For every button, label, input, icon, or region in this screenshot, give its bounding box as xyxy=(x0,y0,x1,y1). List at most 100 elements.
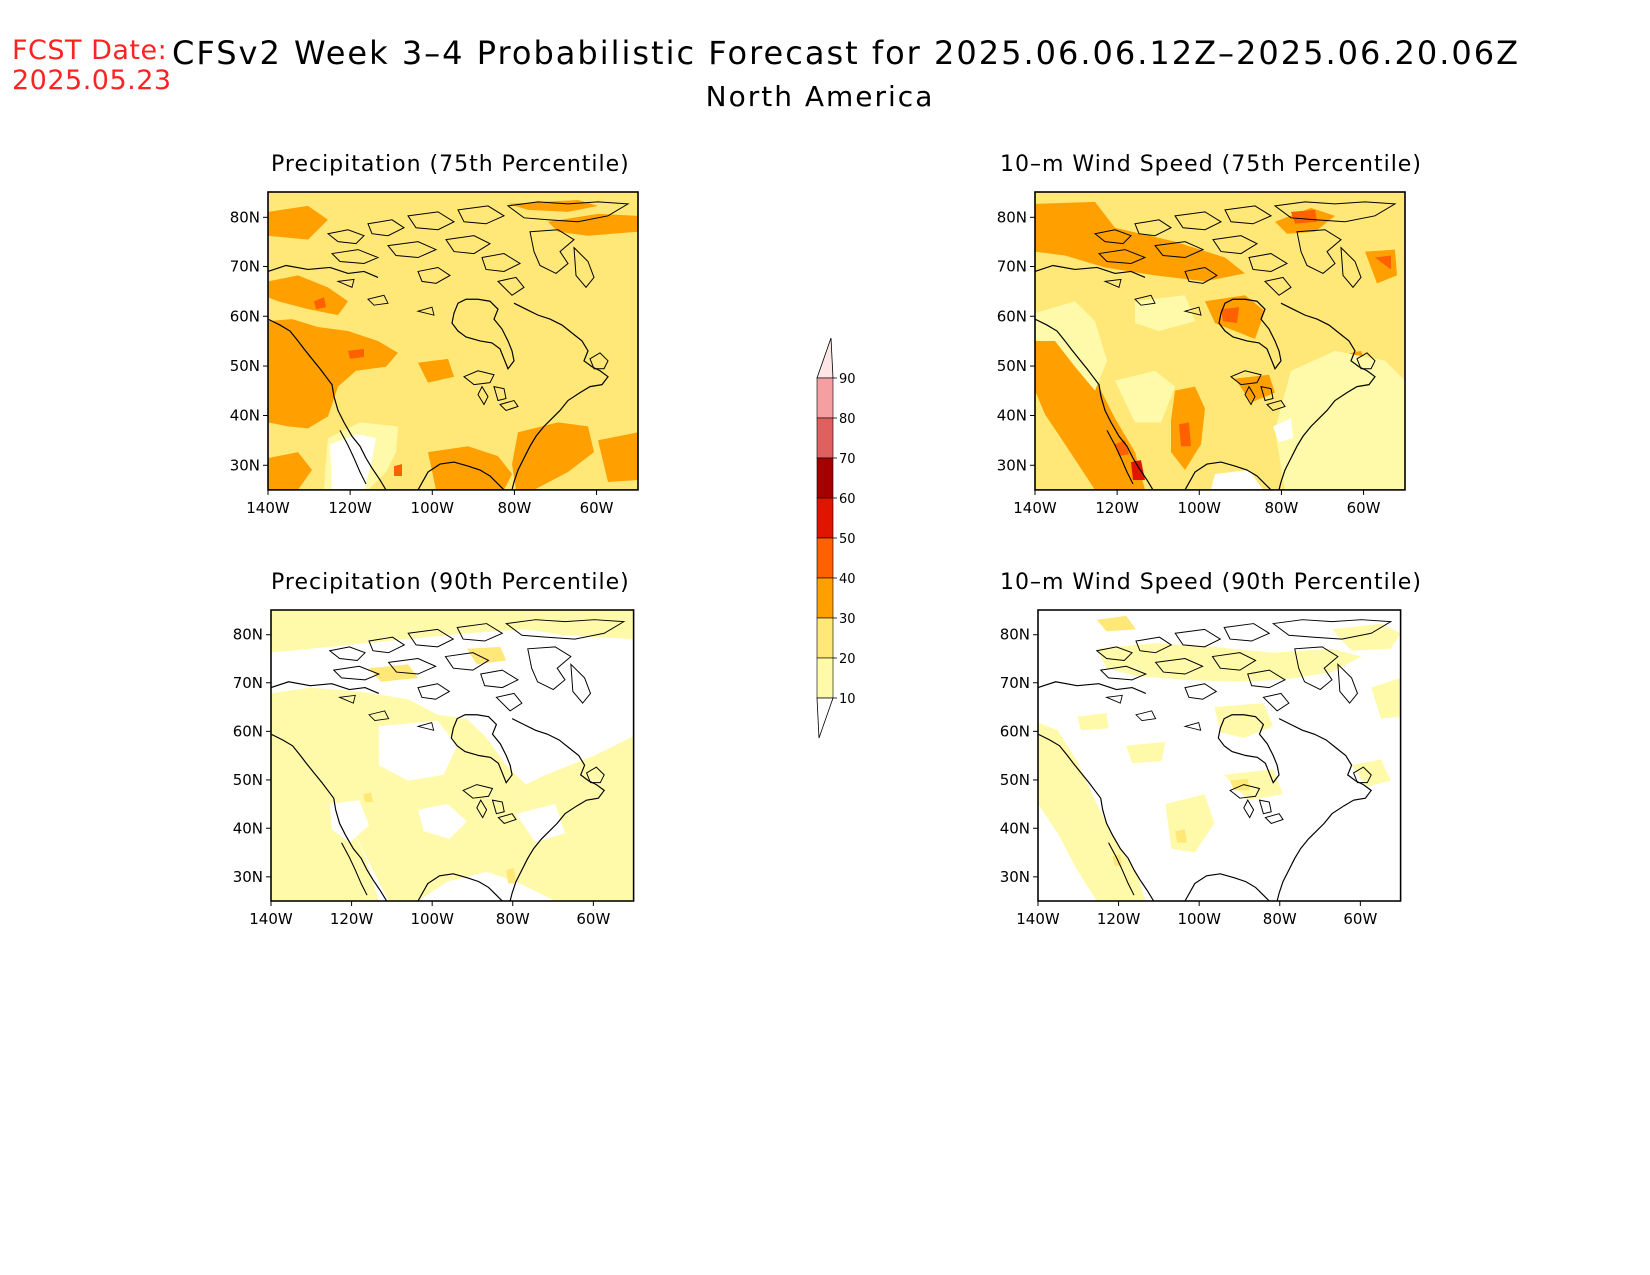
map-panel-wind75 xyxy=(1034,191,1406,491)
prob-region xyxy=(1096,615,1136,632)
lon-tick-label: 140W xyxy=(246,499,290,517)
no-prob-region xyxy=(329,800,369,843)
lon-tick-label: 100W xyxy=(1177,910,1221,928)
panel-title-precip90: Precipitation (90th Percentile) xyxy=(271,570,630,595)
prob-region xyxy=(1375,255,1391,270)
prob-region xyxy=(467,646,507,665)
prob-region xyxy=(506,868,516,884)
prob-region xyxy=(1035,201,1245,282)
prob-region xyxy=(394,464,402,476)
lat-tick-label: 40N xyxy=(233,819,263,837)
lon-tick-label: 80W xyxy=(1264,499,1298,517)
prob-region xyxy=(1351,759,1391,787)
map-panel-wind90 xyxy=(1037,609,1402,902)
colorbar-label: 60 xyxy=(839,492,856,507)
lon-tick-label: 140W xyxy=(1013,499,1057,517)
prob-region xyxy=(512,422,594,490)
map-frame xyxy=(267,191,639,491)
colorbar-label: 10 xyxy=(839,692,856,707)
prob-region xyxy=(1221,307,1239,324)
prob-region xyxy=(1115,370,1175,423)
region-name: North America xyxy=(705,80,935,113)
lon-tick-label: 100W xyxy=(1178,499,1222,517)
no-prob-region xyxy=(378,720,458,781)
prob-region xyxy=(268,452,312,490)
lon-tick-label: 60W xyxy=(576,910,610,928)
panel-title-wind90: 10–m Wind Speed (90th Percentile) xyxy=(1000,570,1422,595)
lat-tick-label: 50N xyxy=(997,357,1027,375)
colorbar-label: 30 xyxy=(839,612,856,627)
prob-region xyxy=(268,275,348,316)
lat-tick-label: 80N xyxy=(1000,626,1030,644)
map-frame xyxy=(1034,191,1406,491)
lat-tick-label: 60N xyxy=(997,307,1027,325)
prob-region xyxy=(1230,778,1250,791)
lon-tick-label: 120W xyxy=(328,499,372,517)
lon-tick-label: 120W xyxy=(1097,910,1141,928)
lon-tick-label: 80W xyxy=(496,910,530,928)
lon-tick-label: 60W xyxy=(1343,910,1377,928)
forecast-date: FCST Date: 2025.05.23 xyxy=(12,36,172,96)
fcst-date-label: FCST Date: xyxy=(12,35,168,66)
lon-tick-label: 60W xyxy=(580,499,614,517)
prob-region xyxy=(369,664,418,682)
lat-tick-label: 40N xyxy=(1000,819,1030,837)
prob-region xyxy=(1235,374,1275,403)
prob-region xyxy=(268,205,328,240)
lat-tick-label: 30N xyxy=(230,456,260,474)
colorbar-segment xyxy=(816,497,834,539)
colorbar-segment xyxy=(816,617,834,659)
prob-region xyxy=(1371,677,1401,719)
prob-region xyxy=(1179,422,1191,447)
prob-region xyxy=(428,446,512,490)
prob-region xyxy=(1077,712,1166,764)
lon-tick-label: 60W xyxy=(1347,499,1381,517)
colorbar-segment xyxy=(816,577,834,619)
lat-tick-label: 30N xyxy=(233,868,263,886)
lat-tick-label: 30N xyxy=(1000,868,1030,886)
lat-tick-label: 80N xyxy=(997,208,1027,226)
colorbar-segment xyxy=(816,377,834,419)
no-prob-region xyxy=(1273,418,1293,443)
colorbar-label: 80 xyxy=(839,412,856,427)
lon-tick-label: 100W xyxy=(411,499,455,517)
lat-tick-label: 50N xyxy=(230,357,260,375)
lon-tick-label: 80W xyxy=(1263,910,1297,928)
lat-tick-label: 70N xyxy=(230,258,260,276)
axis-tick-labels: 80N 70N 60N 50N 40N 30N 140W 120W 100W 80W 60W 80N 7… xyxy=(230,208,1381,928)
lat-tick-label: 80N xyxy=(230,208,260,226)
no-prob-region xyxy=(1211,470,1263,490)
lat-tick-label: 30N xyxy=(997,456,1027,474)
lat-tick-label: 40N xyxy=(997,407,1027,425)
lat-tick-label: 60N xyxy=(1000,722,1030,740)
colorbar-label: 40 xyxy=(839,572,856,587)
fcst-date-value: 2025.05.23 xyxy=(12,65,172,96)
prob-region xyxy=(1332,623,1401,651)
panel-title-precip75: Precipitation (75th Percentile) xyxy=(271,152,630,177)
lon-tick-label: 120W xyxy=(1095,499,1139,517)
colorbar-label: 70 xyxy=(839,452,856,467)
lat-tick-label: 70N xyxy=(997,258,1027,276)
page-title: CFSv2 Week 3–4 Probabilistic Forecast fo… xyxy=(172,34,1521,72)
colorbar-segment xyxy=(816,537,834,579)
colorbar-label: 90 xyxy=(839,372,856,387)
lon-tick-label: 140W xyxy=(249,910,293,928)
panel-title-wind75: 10–m Wind Speed (75th Percentile) xyxy=(1000,152,1422,177)
lat-tick-label: 40N xyxy=(230,407,260,425)
prob-region xyxy=(548,213,638,236)
no-prob-region xyxy=(418,804,467,839)
colorbar-segment xyxy=(816,457,834,499)
prob-region xyxy=(314,297,326,310)
lat-tick-label: 60N xyxy=(230,307,260,325)
map-panel-precip90 xyxy=(270,609,635,902)
region-title: North America xyxy=(0,80,1650,113)
lon-tick-label: 120W xyxy=(330,910,374,928)
prob-region xyxy=(1214,703,1274,739)
prob-region xyxy=(1291,209,1317,224)
lat-tick-label: 50N xyxy=(1000,771,1030,789)
prob-region xyxy=(418,358,454,383)
lat-tick-label: 80N xyxy=(233,626,263,644)
lon-tick-label: 140W xyxy=(1016,910,1060,928)
colorbar-label: 20 xyxy=(839,652,856,667)
